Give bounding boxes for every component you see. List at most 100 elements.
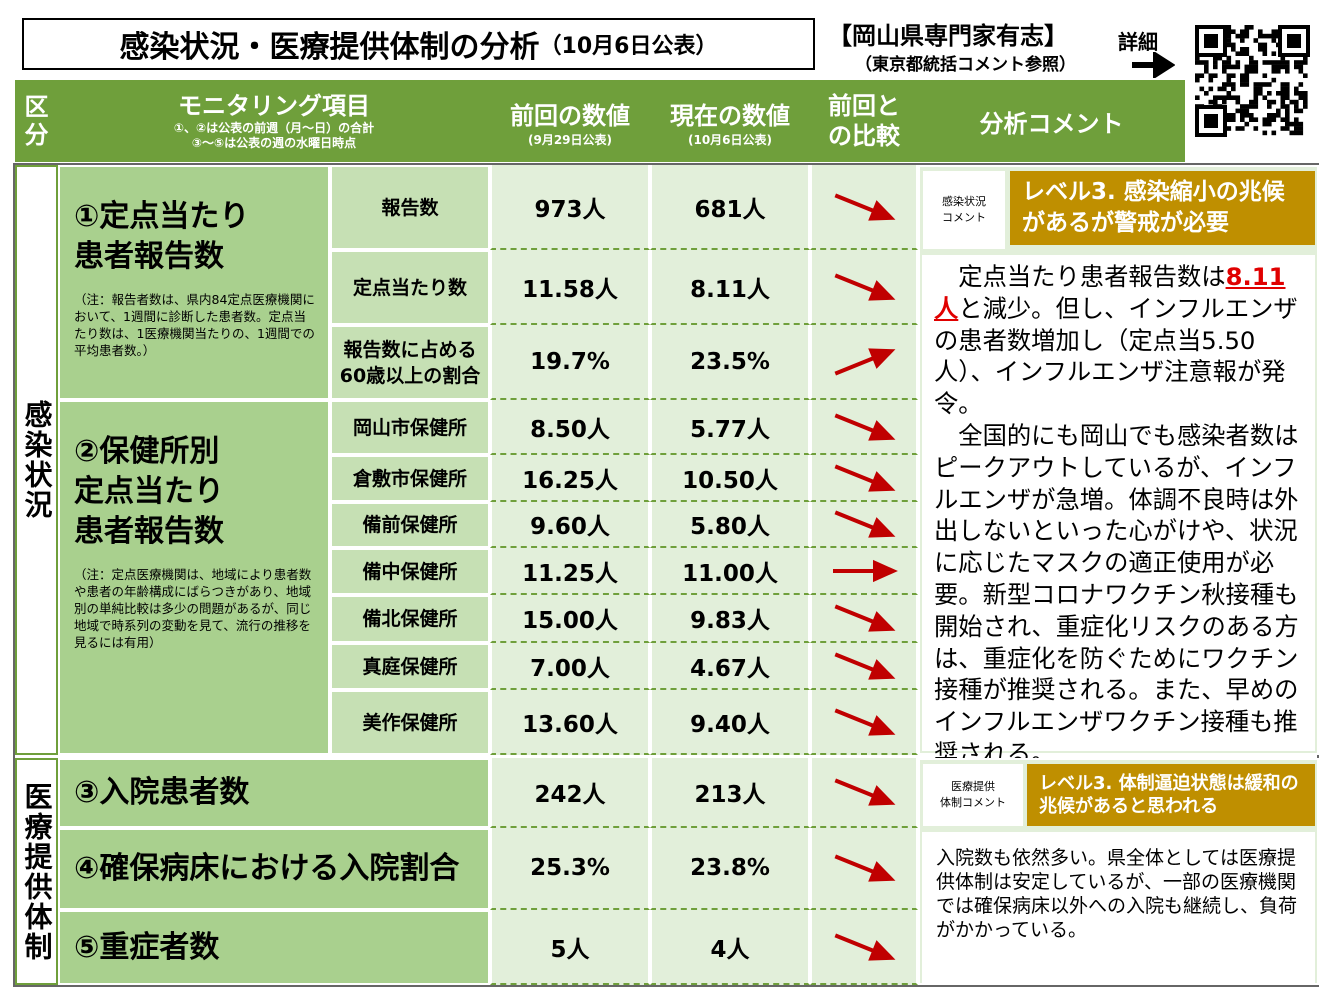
group-title: ③入院患者数 [74,775,250,810]
col-item: モニタリング項目 [178,92,370,120]
title: 感染状況・医療提供体制の分析 [119,30,540,65]
group-note: （注：定点医療機関は、地域により患者数や患者の年齢構成にばらつきがあり、地域別の… [74,567,312,650]
sub-item: 美作保健所 [330,690,490,755]
curr-value: 11.00人 [650,548,810,595]
compare [810,400,918,455]
trend-arrow [834,933,896,961]
curr-value: 4.67人 [650,643,810,690]
comment-text: と減少。但し、インフルエンザの患者数増加し（定点当5.50人）、インフルエンザ注… [934,293,1298,419]
prev-value: 5人 [490,910,650,985]
prev-value: 973人 [490,165,650,250]
comment-highlight: 8.11人 [934,262,1286,323]
sub-item: 備中保健所 [330,548,490,595]
group-title: ①定点当たり 患者報告数 [74,199,250,274]
prev-value: 11.58人 [490,250,650,325]
compare [810,250,918,325]
sub-item: 岡山市保健所 [330,400,490,455]
compare [810,165,918,250]
compare [810,455,918,502]
comment-text: 入院数も依然多い。県全体としては医療提供体制は安定しているが、一部の医療機関では… [936,847,1298,941]
col-curr-date: (10月6日公表) [687,133,773,147]
prev-value: 9.60人 [490,502,650,548]
curr-value: 9.40人 [650,690,810,755]
comment-paragraph: 定点当たり患者報告数は8.11人と減少。但し、インフルエンザの患者数増加し（定点… [934,261,1309,420]
group: ①定点当たり 患者報告数 （注：報告者数は、県内84定点医療機関において、1週間に… [58,165,330,400]
comment-tag: 医療提供 体制コメント [923,764,1023,826]
curr-value: 5.80人 [650,502,810,548]
trend-arrow [834,464,896,492]
sub-item: 倉敷市保健所 [330,455,490,502]
sub-item: 備北保健所 [330,595,490,643]
sub-item: 備前保健所 [330,502,490,548]
prev-value: 7.00人 [490,643,650,690]
compare [810,502,918,548]
trend-arrow [834,652,896,680]
compare [810,325,918,400]
col-item-note: ①、②は公表の前週（月～日）の合計 ③～⑤は公表の週の水曜日時点 [173,121,375,150]
prev-value: 13.60人 [490,690,650,755]
prev-value: 242人 [490,758,650,828]
prev-value: 8.50人 [490,400,650,455]
curr-value: 9.83人 [650,595,810,643]
trend-arrow [834,708,896,736]
section-label: 感染状況 [15,165,58,755]
curr-value: 23.5% [650,325,810,400]
group-note: （注：報告者数は、県内84定点医療機関において、1週間に診断した患者数。定点当た… [74,292,315,358]
prev-value: 16.25人 [490,455,650,502]
group-title: ⑤重症者数 [74,929,220,965]
curr-value: 8.11人 [650,250,810,325]
compare [810,643,918,690]
compare [810,828,918,910]
trend-arrow [834,854,896,882]
section-label: 医療提供体制 [15,758,58,985]
col-curr-box: 現在の数値 (10月6日公表) [650,96,810,148]
curr-value: 213人 [650,758,810,828]
org-note: （東京都統括コメント参照） [855,55,1076,75]
sub-item: 報告数 [330,165,490,250]
comment-level: レベル3. 体制逼迫状態は緩和の兆候があると思われる [1027,764,1315,826]
prev-value: 11.25人 [490,548,650,595]
prev-value: 15.00人 [490,595,650,643]
group-title: ④確保病床における入院割合 [74,851,460,886]
curr-value: 23.8% [650,828,810,910]
trend-arrow [834,347,896,375]
prev-value: 25.3% [490,828,650,910]
trend-arrow [833,559,898,582]
date: （10月6日公表） [539,34,718,59]
group: ②保健所別 定点当たり 患者報告数 （注：定点医療機関は、地域により患者数や患者の… [58,400,330,755]
compare [810,548,918,595]
trend-arrow [834,413,896,441]
comment-level: レベル3. 感染縮小の兆候があるが警戒が必要 [1010,171,1315,245]
col-prev: 前回の数値 [510,102,630,130]
col-compare: 前回と の比較 [810,80,918,162]
title-box: 感染状況・医療提供体制の分析 （10月6日公表） [22,18,815,70]
curr-value: 5.77人 [650,400,810,455]
qr-code[interactable] [1195,25,1310,137]
col-item-box: モニタリング項目 ①、②は公表の前週（月～日）の合計 ③～⑤は公表の週の水曜日時点 [60,86,488,151]
curr-value: 4人 [650,910,810,985]
detail-arrow [1132,52,1175,78]
comment-body: 入院数も依然多い。県全体としては医療提供体制は安定しているが、一部の医療機関では… [922,832,1315,983]
compare [810,910,918,985]
prev-value: 19.7% [490,325,650,400]
sub-item: 真庭保健所 [330,643,490,690]
detail: 詳細 [1118,30,1158,54]
comment-paragraph: 入院数も依然多い。県全体としては医療提供体制は安定しているが、一部の医療機関では… [936,846,1301,942]
group: ③入院患者数 [58,758,490,828]
comment-text: 定点当たり患者報告数は [958,262,1226,291]
curr-value: 10.50人 [650,455,810,502]
col-comment: 分析コメント [918,80,1185,162]
col-prev-date: (9月29日公表) [527,133,613,147]
group-title: ②保健所別 定点当たり 患者報告数 [74,434,224,549]
trend-arrow [834,778,896,806]
col-curr: 現在の数値 [670,102,790,130]
trend-arrow [834,510,896,538]
sub-item: 定点当たり数 [330,250,490,325]
trend-arrow [834,193,896,221]
col-prev-box: 前回の数値 (9月29日公表) [490,96,650,148]
col-category: 区 分 [15,80,58,162]
comment-body: 定点当たり患者報告数は8.11人と減少。但し、インフルエンザの患者数増加し（定点… [922,255,1315,768]
compare [810,758,918,828]
comment-paragraph: 全国的にも岡山でも感染者数はピークアウトしているが、インフルエンザが急増。体調不… [934,420,1299,768]
